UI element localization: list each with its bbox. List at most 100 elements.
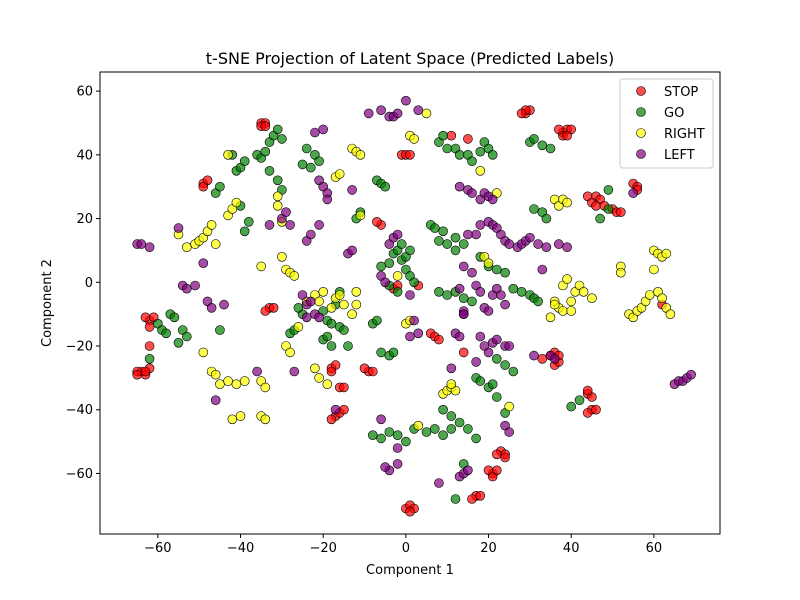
point-left bbox=[330, 404, 341, 415]
legend-marker-left bbox=[636, 149, 646, 159]
point-left bbox=[491, 334, 502, 345]
point-left bbox=[310, 127, 320, 138]
y-tick-label: 20 bbox=[76, 212, 93, 227]
legend-label-left: LEFT bbox=[664, 148, 695, 163]
point-right bbox=[231, 197, 242, 208]
point-left bbox=[392, 459, 403, 469]
point-go bbox=[463, 424, 473, 434]
point-go bbox=[566, 401, 577, 412]
point-stop bbox=[198, 181, 209, 192]
point-go bbox=[405, 245, 415, 256]
points-layer bbox=[132, 95, 696, 517]
point-go bbox=[388, 347, 399, 358]
point-right bbox=[310, 363, 320, 374]
point-go bbox=[326, 341, 337, 351]
point-left bbox=[409, 315, 419, 326]
point-go bbox=[487, 379, 498, 390]
point-stop bbox=[467, 494, 477, 504]
point-right bbox=[413, 420, 424, 431]
y-tick-label: −40 bbox=[66, 403, 93, 418]
point-go bbox=[429, 424, 440, 434]
point-go bbox=[367, 430, 378, 441]
legend-label-go: GO bbox=[664, 106, 684, 121]
point-right bbox=[351, 286, 362, 297]
point-stop bbox=[144, 322, 155, 332]
point-go bbox=[454, 417, 465, 428]
point-go bbox=[533, 296, 543, 307]
point-stop bbox=[500, 452, 510, 463]
point-left bbox=[301, 312, 312, 323]
point-stop bbox=[260, 306, 271, 316]
point-left bbox=[252, 366, 262, 377]
point-right bbox=[421, 108, 432, 119]
point-left bbox=[182, 283, 192, 294]
point-stop bbox=[562, 130, 572, 141]
point-go bbox=[343, 341, 353, 351]
point-go bbox=[438, 226, 448, 237]
point-right bbox=[644, 290, 655, 300]
point-right bbox=[210, 239, 221, 249]
point-left bbox=[413, 105, 424, 115]
point-stop bbox=[268, 302, 279, 313]
point-go bbox=[401, 436, 411, 447]
point-go bbox=[446, 424, 457, 434]
point-right bbox=[665, 309, 676, 320]
point-go bbox=[450, 245, 461, 256]
point-right bbox=[446, 379, 457, 390]
point-stop bbox=[591, 404, 601, 415]
point-right bbox=[322, 379, 333, 390]
point-go bbox=[421, 427, 432, 437]
point-left bbox=[463, 465, 473, 476]
point-left bbox=[363, 108, 374, 119]
point-right bbox=[318, 286, 329, 297]
point-right bbox=[314, 296, 324, 307]
point-stop bbox=[491, 449, 502, 460]
point-left bbox=[347, 245, 357, 256]
point-go bbox=[603, 185, 614, 195]
point-left bbox=[392, 229, 403, 240]
point-left bbox=[549, 353, 560, 364]
point-stop bbox=[144, 341, 155, 351]
point-left bbox=[471, 229, 481, 240]
point-go bbox=[384, 427, 395, 437]
point-go bbox=[529, 204, 539, 214]
point-right bbox=[355, 150, 366, 160]
point-go bbox=[491, 392, 502, 402]
point-left bbox=[198, 258, 209, 269]
point-right bbox=[293, 322, 304, 332]
point-go bbox=[409, 277, 419, 288]
point-go bbox=[574, 395, 585, 406]
point-right bbox=[260, 382, 271, 393]
point-go bbox=[182, 331, 192, 342]
point-left bbox=[533, 239, 543, 249]
point-go bbox=[467, 156, 477, 166]
point-stop bbox=[475, 490, 486, 501]
point-left bbox=[144, 242, 155, 252]
point-go bbox=[438, 404, 448, 415]
point-go bbox=[277, 134, 287, 144]
point-go bbox=[239, 156, 250, 166]
point-right bbox=[326, 302, 337, 313]
point-left bbox=[504, 239, 515, 249]
legend-marker-go bbox=[636, 107, 646, 117]
point-go bbox=[508, 283, 519, 294]
point-go bbox=[458, 239, 469, 249]
point-left bbox=[504, 341, 515, 351]
point-left bbox=[405, 331, 415, 342]
point-right bbox=[215, 379, 225, 390]
point-left bbox=[541, 242, 552, 252]
point-stop bbox=[140, 312, 151, 323]
point-left bbox=[314, 312, 324, 323]
point-left bbox=[562, 242, 572, 252]
point-left bbox=[264, 220, 275, 230]
point-stop bbox=[582, 385, 593, 396]
point-right bbox=[355, 210, 366, 221]
point-go bbox=[603, 204, 614, 214]
point-right bbox=[272, 201, 283, 211]
point-right bbox=[227, 414, 238, 425]
point-right bbox=[334, 290, 345, 300]
point-left bbox=[206, 302, 217, 313]
y-tick-label: 40 bbox=[76, 148, 93, 163]
point-go bbox=[272, 124, 283, 135]
point-go bbox=[339, 325, 349, 335]
